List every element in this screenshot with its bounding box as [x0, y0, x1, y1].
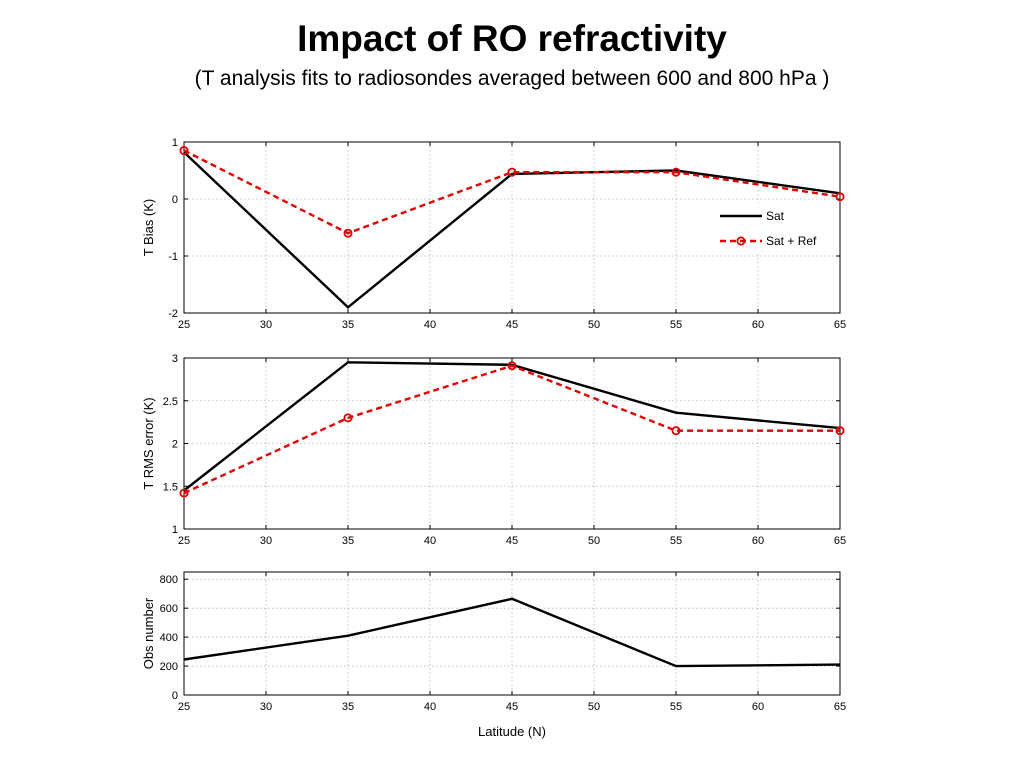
y-tick-label: 1.5 [163, 481, 178, 493]
legend-background [710, 203, 838, 253]
x-tick-label: 25 [178, 319, 190, 331]
y-tick-label: 1 [172, 137, 178, 149]
series-line-sat-ref [183, 364, 840, 495]
legend-marker [736, 236, 746, 246]
series-line-obs [183, 597, 841, 668]
page-title: Impact of RO refractivity [297, 18, 727, 59]
y-tick-label: 200 [160, 661, 178, 673]
legend-label: Sat [766, 209, 785, 223]
data-point-marker [835, 426, 845, 436]
x-tick-label: 30 [260, 319, 272, 331]
x-tick-label: 35 [342, 319, 354, 331]
x-tick-label: 60 [752, 535, 764, 547]
x-tick-label: 60 [752, 319, 764, 331]
y-tick-label: 800 [160, 574, 178, 586]
data-point-marker [671, 167, 681, 177]
x-tick-label: 65 [834, 701, 846, 713]
data-point-marker [507, 361, 517, 371]
y-tick-label: 1 [172, 524, 178, 536]
data-point-marker [835, 192, 845, 202]
chart-panel-3: 25 30 35 40 45 50 55 60 65 0 200 400 600 800 Obs numbe… [141, 571, 846, 739]
x-tick-label: 40 [424, 319, 436, 331]
data-point-marker [507, 167, 517, 177]
x-tick-label: 45 [506, 319, 518, 331]
x-axis-label: Latitude (N) [478, 724, 546, 739]
x-tick-label: 30 [260, 535, 272, 547]
x-tick-label: 55 [670, 535, 682, 547]
y-tick-label: 2.5 [163, 396, 178, 408]
x-tick-label: 25 [178, 701, 190, 713]
y-tick-label: 400 [160, 632, 178, 644]
x-tick-label: 30 [260, 701, 272, 713]
x-tick-label: 65 [834, 319, 846, 331]
x-tick-label: 40 [424, 535, 436, 547]
x-tick-label: 25 [178, 535, 190, 547]
data-point-marker [343, 228, 353, 238]
y-axis-label: Obs number [141, 597, 156, 669]
y-tick-label: 3 [172, 353, 178, 365]
y-tick-label: -2 [168, 308, 178, 320]
y-tick-label: 0 [172, 690, 178, 702]
x-tick-label: 55 [670, 701, 682, 713]
x-tick-label: 40 [424, 701, 436, 713]
y-tick-label: -1 [168, 251, 178, 263]
page-subtitle: (T analysis fits to radiosondes averaged… [194, 67, 830, 90]
data-point-marker [671, 426, 681, 436]
y-tick-label: 2 [172, 439, 178, 451]
chart-legend: Sat Sat + Ref [710, 203, 838, 253]
x-tick-label: 50 [588, 701, 600, 713]
y-axis-label: T Bias (K) [141, 199, 156, 257]
x-tick-label: 55 [670, 319, 682, 331]
series-line-sat-ref [183, 149, 841, 235]
x-tick-label: 50 [588, 319, 600, 331]
x-tick-label: 60 [752, 701, 764, 713]
series-line-sat [183, 151, 841, 309]
data-point-marker [179, 488, 189, 498]
x-tick-label: 45 [506, 535, 518, 547]
x-tick-label: 35 [342, 535, 354, 547]
x-tick-label: 65 [834, 535, 846, 547]
x-tick-label: 50 [588, 535, 600, 547]
legend-label: Sat + Ref [766, 234, 817, 248]
y-axis-label: T RMS error (K) [141, 397, 156, 489]
data-point-marker [179, 146, 189, 156]
data-point-marker [343, 413, 353, 423]
x-tick-label: 35 [342, 701, 354, 713]
x-tick-label: 45 [506, 701, 518, 713]
y-tick-label: 0 [172, 194, 178, 206]
chart-panel-2: 25 30 35 40 45 50 55 60 65 1 1.5 2 2.5 3 T RMS error (… [141, 353, 846, 547]
y-tick-label: 600 [160, 603, 178, 615]
